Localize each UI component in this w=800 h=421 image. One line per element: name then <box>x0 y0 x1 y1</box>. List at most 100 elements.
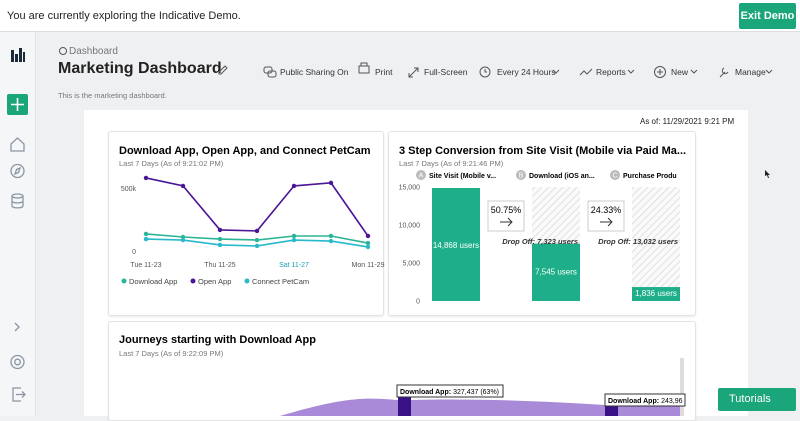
series-line <box>145 177 369 237</box>
chart-title: 3 Step Conversion from Site Visit (Mobil… <box>399 145 686 157</box>
conversion-box <box>587 200 625 232</box>
as-of: As of: 11/29/2021 9:21 PM <box>640 117 735 126</box>
step-letter: A <box>419 173 424 180</box>
breadcrumb[interactable]: Dashboard <box>69 46 118 57</box>
point <box>217 236 223 242</box>
tutorials-button[interactable]: Tutorials <box>718 388 796 411</box>
x-tick-label: Sat 11-27 <box>279 262 309 269</box>
exit-demo-button[interactable]: Exit Demo <box>739 3 796 29</box>
chart-subtitle: Last 7 Days (As of 9:21:46 PM) <box>399 159 504 168</box>
expand-icon[interactable] <box>14 322 20 332</box>
bar <box>432 188 480 301</box>
point <box>180 234 186 240</box>
node-name: Download App: <box>608 398 659 405</box>
legend-swatch <box>190 278 196 284</box>
point <box>217 242 223 248</box>
arrow <box>500 217 513 227</box>
y-tick-label: 10,000 <box>399 223 421 230</box>
y-tick-label: 0 <box>416 299 420 306</box>
node-label-box <box>396 384 504 398</box>
step-name: Site Visit (Mobile v... <box>429 173 496 180</box>
point <box>291 183 297 189</box>
conversion-rate: 24.33% <box>591 205 622 215</box>
step-letter: B <box>519 173 524 180</box>
remaining-area <box>532 187 580 244</box>
x-tick-label: Tue 11-23 <box>130 262 161 269</box>
mouse-cursor <box>765 170 770 178</box>
node-value: 327,437 (63%) <box>453 389 499 396</box>
point <box>254 228 260 234</box>
node-value: 243,96 <box>661 398 683 405</box>
node-name: Download App: <box>400 389 451 396</box>
node-label-box <box>604 393 686 407</box>
scrollbar <box>680 358 684 416</box>
toolbar-new[interactable]: New <box>671 67 689 77</box>
remaining-area <box>632 187 680 288</box>
point <box>254 243 260 249</box>
plus-icon <box>11 98 24 111</box>
bar <box>532 243 580 301</box>
logo <box>11 48 25 62</box>
point <box>143 231 149 237</box>
toolbar-print[interactable]: Print <box>375 67 393 77</box>
arrow <box>600 217 613 227</box>
y-tick-label: 0 <box>132 249 136 256</box>
journeys-title: Journeys starting with Download App <box>119 334 316 346</box>
dashboard-title: Marketing Dashboard <box>58 60 222 77</box>
point <box>365 244 371 250</box>
step-name: Purchase Produ <box>623 173 677 180</box>
x-tick-label: Mon 11-29 <box>352 262 385 269</box>
point <box>365 233 371 239</box>
y-tick-label: 500k <box>121 186 137 193</box>
explore-icon[interactable] <box>10 163 25 179</box>
bar-label: 1,836 users <box>635 289 677 298</box>
banner-message: You are currently exploring the Indicati… <box>7 10 241 22</box>
toolbar-sharing[interactable]: Public Sharing On <box>280 67 349 77</box>
toolbar-fullscreen[interactable]: Full-Screen <box>424 67 468 77</box>
toolbar-icons <box>59 47 773 78</box>
legend-label: Open App <box>198 277 231 286</box>
sidebar-icons <box>7 48 28 402</box>
legend-label: Connect PetCam <box>252 277 309 286</box>
point <box>328 180 334 186</box>
step-badge <box>416 170 426 180</box>
x-tick-label: Thu 11-25 <box>204 262 235 269</box>
y-tick-label: 5,000 <box>402 261 420 268</box>
point <box>328 233 334 239</box>
step-name: Download (iOS an... <box>529 173 595 180</box>
home-icon[interactable] <box>10 137 25 152</box>
point <box>291 233 297 239</box>
point <box>180 183 186 189</box>
logout-icon[interactable] <box>12 387 26 402</box>
chart-subtitle: Last 7 Days (As of 9:21:02 PM) <box>119 159 224 168</box>
node-label: Download App: 327,437 (63%) <box>400 389 499 396</box>
toolbar-refresh[interactable]: Every 24 Hours <box>497 67 556 77</box>
help-icon[interactable] <box>10 354 25 370</box>
step-letter: C <box>612 173 617 180</box>
step-badge <box>516 170 526 180</box>
point <box>180 237 186 243</box>
drop-off: Drop Off: 13,032 users <box>598 237 678 246</box>
toolbar-manage[interactable]: Manage <box>735 67 766 77</box>
y-tick-label: 15,000 <box>399 185 421 192</box>
line-card <box>108 131 384 316</box>
toolbar-reports[interactable]: Reports <box>596 67 626 77</box>
step-badge <box>610 170 620 180</box>
point <box>143 175 149 181</box>
demo-banner: You are currently exploring the Indicati… <box>0 0 800 32</box>
journeys-subtitle: Last 7 Days (As of 9:22:09 PM) <box>119 349 224 358</box>
conversion-box <box>487 200 525 232</box>
legend-label: Download App <box>129 277 177 286</box>
conversion-rate: 50.75% <box>491 205 522 215</box>
point <box>254 237 260 243</box>
journey-node <box>398 396 411 416</box>
point <box>291 237 297 243</box>
bar <box>632 287 680 301</box>
drop-off: Drop Off: 7,323 users <box>502 237 578 246</box>
legend-swatch <box>121 278 127 284</box>
node-label: Download App: 243,96 <box>608 398 683 405</box>
point <box>143 236 149 242</box>
journey-flow <box>280 398 680 416</box>
